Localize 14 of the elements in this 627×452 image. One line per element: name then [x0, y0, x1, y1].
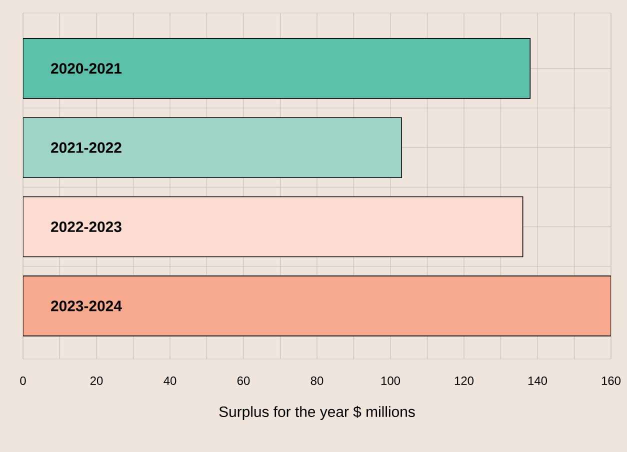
x-tick-label: 120 [454, 376, 474, 385]
x-tick-label: 0 [20, 376, 26, 385]
x-axis-title: Surplus for the year $ millions [219, 406, 415, 420]
x-tick-label: 140 [528, 376, 548, 385]
x-tick-label: 20 [90, 376, 103, 385]
y-tick-label: 2021-2022 [51, 142, 122, 153]
y-tick-label: 2020-2021 [51, 63, 122, 74]
x-tick-label: 40 [164, 376, 176, 385]
x-tick-label: 80 [310, 376, 324, 385]
x-tick-label: 100 [381, 376, 400, 385]
x-tick-label: 60 [237, 376, 250, 385]
y-tick-label: 2023-2024 [51, 300, 122, 312]
y-tick-label: 2022-2023 [51, 221, 122, 232]
x-tick-label: 160 [602, 376, 621, 385]
